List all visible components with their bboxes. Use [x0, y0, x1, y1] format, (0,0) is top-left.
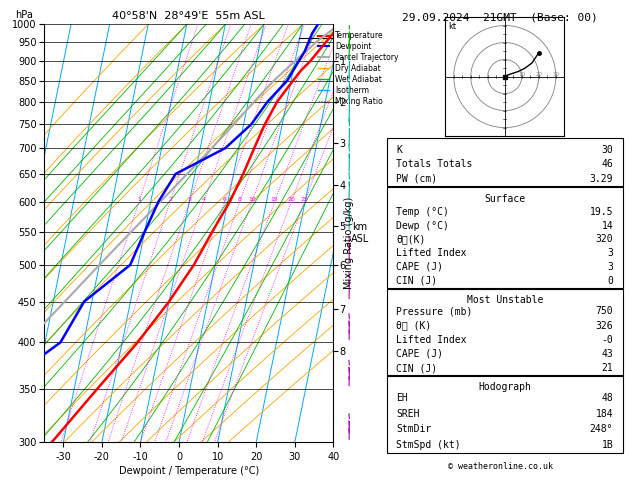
Text: 6: 6 [223, 197, 226, 202]
Text: Pressure (mb): Pressure (mb) [396, 306, 472, 316]
Text: Dewp (°C): Dewp (°C) [396, 221, 449, 230]
Text: 48: 48 [601, 393, 613, 403]
Text: SREH: SREH [396, 409, 420, 418]
Text: 1: 1 [137, 197, 141, 202]
Text: EH: EH [396, 393, 408, 403]
Text: CAPE (J): CAPE (J) [396, 349, 443, 359]
Legend: Temperature, Dewpoint, Parcel Trajectory, Dry Adiabat, Wet Adiabat, Isotherm, Mi: Temperature, Dewpoint, Parcel Trajectory… [314, 28, 402, 109]
Text: 3: 3 [187, 197, 192, 202]
Text: 3.29: 3.29 [590, 174, 613, 184]
Text: Most Unstable: Most Unstable [467, 295, 543, 305]
Text: 14: 14 [601, 221, 613, 230]
Text: PW (cm): PW (cm) [396, 174, 437, 184]
Text: 29.09.2024  21GMT  (Base: 00): 29.09.2024 21GMT (Base: 00) [402, 12, 598, 22]
Text: 184: 184 [596, 409, 613, 418]
Text: Surface: Surface [484, 194, 525, 204]
Text: 320: 320 [596, 234, 613, 244]
Text: 10: 10 [518, 72, 525, 77]
Text: 3: 3 [608, 262, 613, 272]
Text: 248°: 248° [590, 424, 613, 434]
X-axis label: Dewpoint / Temperature (°C): Dewpoint / Temperature (°C) [119, 466, 259, 476]
Text: 30: 30 [601, 145, 613, 155]
Text: 20: 20 [287, 197, 295, 202]
Text: Lifted Index: Lifted Index [396, 248, 467, 258]
Text: 8: 8 [238, 197, 242, 202]
Text: 46: 46 [601, 159, 613, 169]
Text: StmDir: StmDir [396, 424, 431, 434]
Title: 40°58'N  28°49'E  55m ASL: 40°58'N 28°49'E 55m ASL [113, 11, 265, 21]
Text: CIN (J): CIN (J) [396, 276, 437, 286]
Text: 30: 30 [552, 72, 559, 77]
Text: 20: 20 [535, 72, 542, 77]
Text: Totals Totals: Totals Totals [396, 159, 472, 169]
Text: hPa: hPa [15, 10, 33, 20]
Text: 25: 25 [301, 197, 308, 202]
Text: 19.5: 19.5 [590, 207, 613, 217]
Text: kt: kt [448, 22, 457, 31]
Text: CIN (J): CIN (J) [396, 363, 437, 373]
Text: 21: 21 [601, 363, 613, 373]
Text: 326: 326 [596, 321, 613, 330]
Text: 1B: 1B [601, 440, 613, 450]
Text: 750: 750 [596, 306, 613, 316]
Text: Temp (°C): Temp (°C) [396, 207, 449, 217]
Text: K: K [396, 145, 402, 155]
Text: Lifted Index: Lifted Index [396, 335, 467, 345]
Text: θᴇ (K): θᴇ (K) [396, 321, 431, 330]
Text: 4: 4 [202, 197, 206, 202]
Text: © weatheronline.co.uk: © weatheronline.co.uk [448, 462, 552, 471]
Text: 3: 3 [608, 248, 613, 258]
Y-axis label: km
ASL: km ASL [350, 223, 369, 244]
Text: -0: -0 [601, 335, 613, 345]
Text: 0: 0 [608, 276, 613, 286]
Text: 43: 43 [601, 349, 613, 359]
Text: StmSpd (kt): StmSpd (kt) [396, 440, 461, 450]
Text: θᴇ(K): θᴇ(K) [396, 234, 426, 244]
Text: Mixing Ratio (g/kg): Mixing Ratio (g/kg) [344, 197, 354, 289]
Text: 2: 2 [168, 197, 172, 202]
Text: LCL: LCL [397, 424, 412, 433]
Text: Hodograph: Hodograph [478, 382, 532, 392]
Text: CAPE (J): CAPE (J) [396, 262, 443, 272]
Text: 10: 10 [248, 197, 256, 202]
Text: 15: 15 [271, 197, 279, 202]
